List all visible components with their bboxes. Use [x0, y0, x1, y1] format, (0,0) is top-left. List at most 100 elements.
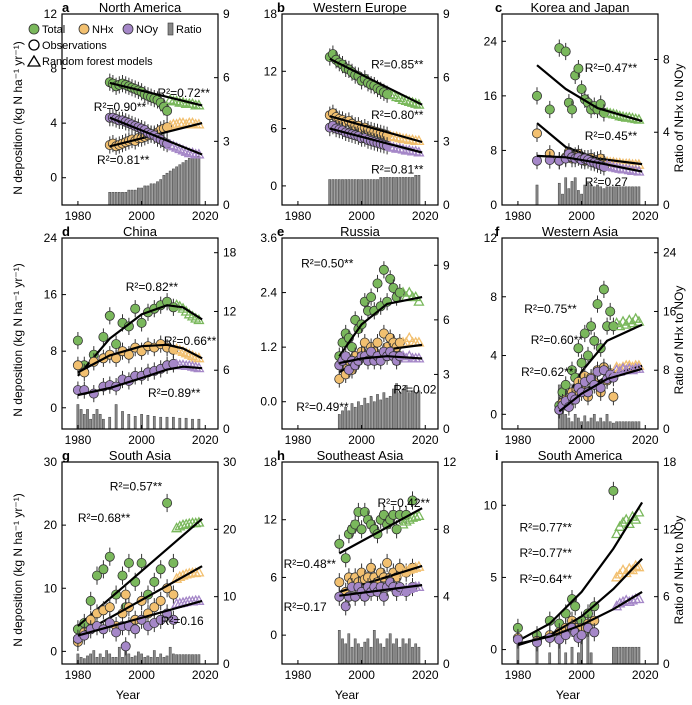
ytick-label-c-2: 16 [484, 89, 498, 103]
trend-line-noy-i [517, 590, 643, 645]
ratio-bar-f-16 [608, 421, 612, 430]
panel-letter-g: g [62, 448, 70, 463]
obs-point-total-h-0 [334, 538, 345, 549]
ratio-bar-i-13 [621, 646, 625, 665]
ratio-bar-c-5 [570, 181, 574, 206]
obs-point-total-g-13 [149, 576, 160, 587]
xlabel-col1: Year [116, 688, 140, 702]
obs-point-total-f-2 [560, 379, 571, 390]
ratio-bar-f-20 [621, 421, 625, 430]
ratio-bar-d-20 [178, 417, 182, 430]
y2tick-label-d-3: 18 [223, 246, 237, 260]
ratio-bar-b-1 [331, 179, 335, 206]
ratio-bar-b-2 [334, 179, 338, 206]
r2-label-f-1: R²=0.60** [531, 333, 584, 347]
ytick-label-f-3: 12 [484, 231, 498, 245]
obs-point-total-f-8 [579, 328, 590, 339]
obs-point-total-f-10 [586, 321, 597, 332]
rf-point-noy-f-5 [626, 364, 639, 375]
obs-point-noy-g-14 [155, 614, 166, 625]
r2-label-d-2: R²=0.89** [148, 386, 201, 400]
ratio-bar-i-10 [612, 646, 615, 665]
ytick-label-a-2: 8 [50, 62, 57, 76]
r2-label-c-2: R²=0.27 [585, 175, 628, 189]
panel-letter-e: e [277, 224, 284, 239]
obs-point-total-g-15 [162, 497, 173, 508]
ratio-bar-e-16 [388, 396, 392, 430]
ratio-bar-g-14 [121, 657, 124, 665]
ratio-bar-g-12 [114, 657, 118, 665]
panel-title-i: South America [538, 448, 623, 463]
rf-point-total-i-2 [617, 516, 629, 527]
y2tick-label-g-3: 30 [223, 455, 237, 469]
rf-point-nhx-b-0 [384, 130, 396, 141]
obs-point-noy-h-0 [334, 591, 345, 602]
ratio-bar-b-9 [357, 179, 360, 206]
ratio-bar-a-21 [175, 166, 178, 206]
ytick-label-a-1: 4 [50, 116, 57, 130]
ratio-bar-e-13 [379, 399, 383, 430]
ratio-bar-c-19 [615, 186, 618, 206]
ratio-bar-f-9 [586, 421, 590, 430]
y2tick-label-g-1: 10 [223, 590, 237, 604]
ratio-bar-f-2 [564, 414, 568, 430]
ytick-label-g-1: 10 [44, 581, 58, 595]
ytick-label-g-0: 0 [50, 644, 57, 658]
ratio-bar-a-27 [194, 155, 198, 206]
r2-label-e-0: R²=0.50** [301, 257, 354, 271]
panel-title-f: Western Asia [542, 224, 619, 239]
ratio-bar-i-2 [548, 652, 552, 665]
ratio-bar-b-23 [401, 177, 405, 206]
ratio-bar-a-25 [187, 158, 191, 206]
panel-letter-i: i [495, 448, 499, 463]
ratio-bar-g-7 [98, 653, 102, 665]
obs-point-total-e-4 [346, 342, 357, 353]
xtick-label-h-1: 2000 [348, 668, 375, 682]
ytick-label-f-2: 8 [490, 290, 497, 304]
ratio-bar-c-21 [621, 186, 625, 206]
ratio-bar-h-0 [337, 630, 341, 665]
rf-point-nhx-g-7 [193, 566, 205, 577]
plot-frame-i [501, 461, 659, 665]
rf-point-total-e-0 [397, 286, 409, 297]
y2tick-label-e-2: 6 [443, 313, 450, 327]
obs-point-total-f-16 [605, 306, 616, 317]
ratio-bar-g-16 [127, 653, 131, 665]
panel-letter-c: c [495, 0, 502, 15]
ratio-bar-h-10 [369, 646, 373, 665]
rf-point-total-b-6 [403, 95, 415, 106]
y2tick-label-c-1: 4 [663, 125, 670, 139]
trend-line-nhx-d [77, 343, 203, 374]
ratio-bar-f-24 [634, 421, 638, 430]
ratio-bar-i-14 [624, 646, 628, 665]
y2tick-label-i-2: 12 [663, 522, 677, 536]
ratio-bar-d-3 [86, 409, 89, 430]
r2-label-a-0: R²=0.72** [158, 86, 211, 100]
panel-title-e: Russia [340, 224, 381, 239]
legend: Total NHx NOy Ratio Observations Random … [26, 22, 202, 68]
ratio-bar-e-4 [350, 403, 354, 430]
obs-point-total-f-12 [592, 299, 603, 310]
panel-c: 1980 2000 2020 0 8 16 24 0 4 8 R²=0.47** R²=0.45** R… [484, 0, 670, 223]
y2tick-label-e-3: 9 [443, 258, 450, 272]
ratio-bar-b-6 [347, 179, 351, 206]
ratio-bar-g-28 [165, 655, 169, 665]
ratio-bar-d-17 [159, 416, 163, 430]
ytick-label-g-3: 30 [44, 455, 58, 469]
xtick-label-c-0: 1980 [505, 209, 532, 223]
obs-point-total-g-11 [136, 558, 147, 569]
ratio-bar-e-6 [357, 401, 360, 430]
legend-obs-label: Observations [42, 40, 107, 52]
ratio-bar-g-31 [175, 654, 178, 665]
y2tick-label-f-3: 24 [663, 246, 677, 260]
xtick-label-d-2: 2020 [192, 433, 219, 447]
obs-point-total-c-3 [560, 46, 571, 57]
ratio-bar-b-13 [369, 179, 373, 206]
ratio-bar-c-20 [618, 186, 622, 206]
rf-point-nhx-a-2 [171, 118, 183, 129]
obs-point-total-f-9 [583, 350, 594, 361]
ratio-bar-c-15 [602, 188, 606, 206]
ratio-bar-g-2 [82, 658, 86, 665]
ratio-bar-g-1 [79, 657, 83, 665]
ratio-bar-g-13 [117, 646, 121, 665]
